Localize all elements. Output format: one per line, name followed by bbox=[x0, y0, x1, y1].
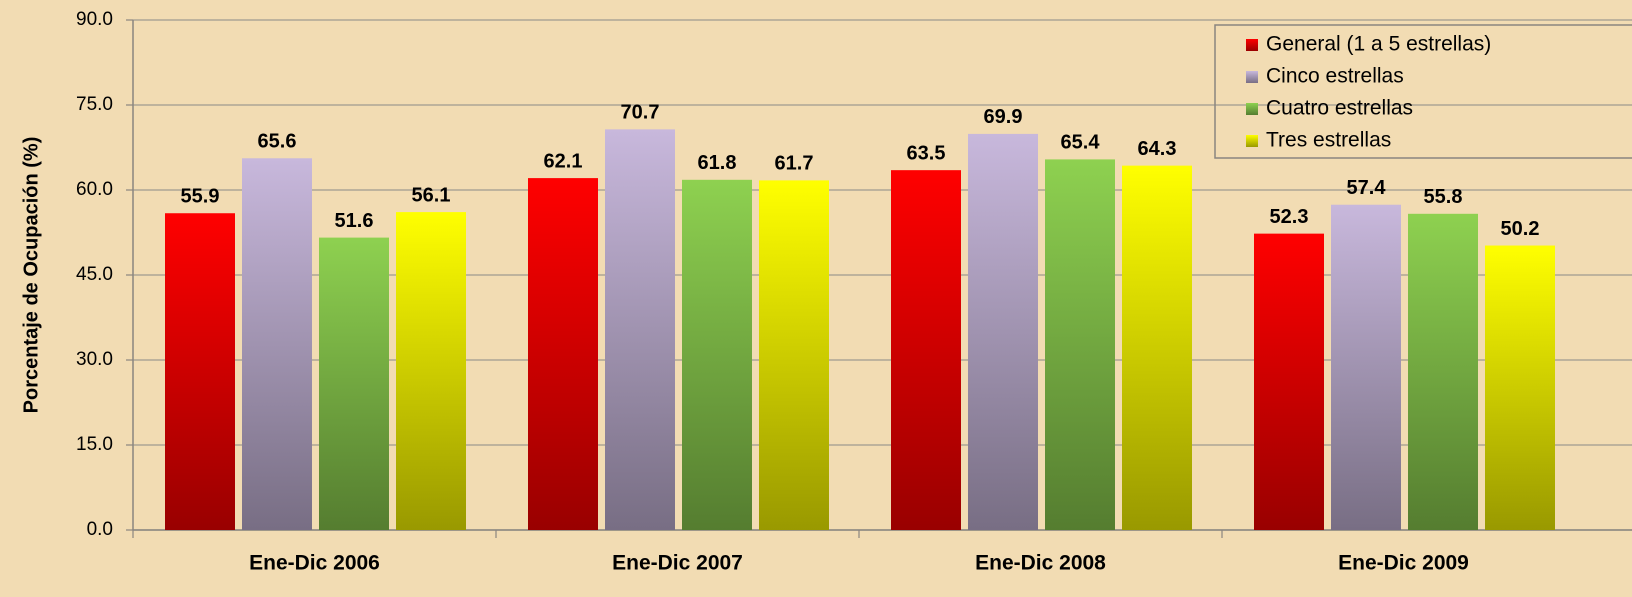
bar bbox=[968, 133, 1038, 530]
legend-swatch bbox=[1246, 39, 1258, 51]
bar bbox=[165, 213, 235, 530]
y-tick-label: 60.0 bbox=[76, 179, 113, 200]
value-label: 61.8 bbox=[698, 152, 737, 174]
legend-label: General (1 a 5 estrellas) bbox=[1266, 33, 1491, 56]
x-tick-label: Ene-Dic 2007 bbox=[612, 552, 743, 575]
legend-swatch bbox=[1246, 71, 1258, 83]
value-label: 56.1 bbox=[412, 184, 451, 206]
legend-label: Cuatro estrellas bbox=[1266, 97, 1413, 120]
value-label: 61.7 bbox=[775, 153, 814, 175]
y-tick-label: 75.0 bbox=[76, 94, 113, 115]
bar bbox=[242, 158, 312, 530]
value-label: 63.5 bbox=[907, 142, 946, 164]
value-label: 62.1 bbox=[544, 150, 583, 172]
x-tick-label: Ene-Dic 2009 bbox=[1338, 552, 1469, 575]
value-label: 55.9 bbox=[181, 186, 220, 208]
value-label: 69.9 bbox=[984, 106, 1023, 128]
bar bbox=[891, 170, 961, 530]
bar bbox=[759, 180, 829, 530]
legend-box bbox=[1214, 24, 1632, 159]
bar bbox=[1045, 159, 1115, 530]
x-tick-label: Ene-Dic 2008 bbox=[975, 552, 1106, 575]
y-tick-label: 0.0 bbox=[87, 519, 113, 540]
value-label: 50.2 bbox=[1501, 218, 1540, 240]
bar bbox=[319, 237, 389, 530]
bar bbox=[528, 178, 598, 530]
y-tick-label: 30.0 bbox=[76, 349, 113, 370]
bar bbox=[1485, 245, 1555, 531]
value-label: 52.3 bbox=[1270, 206, 1309, 228]
value-label: 70.7 bbox=[621, 102, 660, 124]
legend-label: Cinco estrellas bbox=[1266, 65, 1404, 88]
bar bbox=[682, 179, 752, 531]
bar bbox=[605, 129, 675, 530]
value-label: 51.6 bbox=[335, 210, 374, 232]
value-label: 55.8 bbox=[1424, 186, 1463, 208]
value-label: 57.4 bbox=[1347, 177, 1387, 199]
y-axis-title: Porcentaje de Ocupación (%) bbox=[20, 137, 42, 414]
bar bbox=[396, 212, 466, 530]
y-tick-label: 45.0 bbox=[76, 264, 113, 285]
value-label: 64.3 bbox=[1138, 138, 1177, 160]
bar bbox=[1254, 233, 1324, 530]
x-tick-label: Ene-Dic 2006 bbox=[249, 552, 380, 575]
y-tick-label: 90.0 bbox=[76, 9, 113, 30]
bar bbox=[1408, 213, 1478, 531]
bar bbox=[1122, 165, 1192, 530]
legend-label: Tres estrellas bbox=[1266, 129, 1391, 152]
y-tick-label: 15.0 bbox=[76, 434, 113, 455]
value-label: 65.4 bbox=[1061, 132, 1101, 154]
legend-swatch bbox=[1246, 103, 1258, 115]
value-label: 65.6 bbox=[258, 131, 297, 153]
legend-swatch bbox=[1246, 135, 1258, 147]
bar bbox=[1331, 204, 1401, 530]
